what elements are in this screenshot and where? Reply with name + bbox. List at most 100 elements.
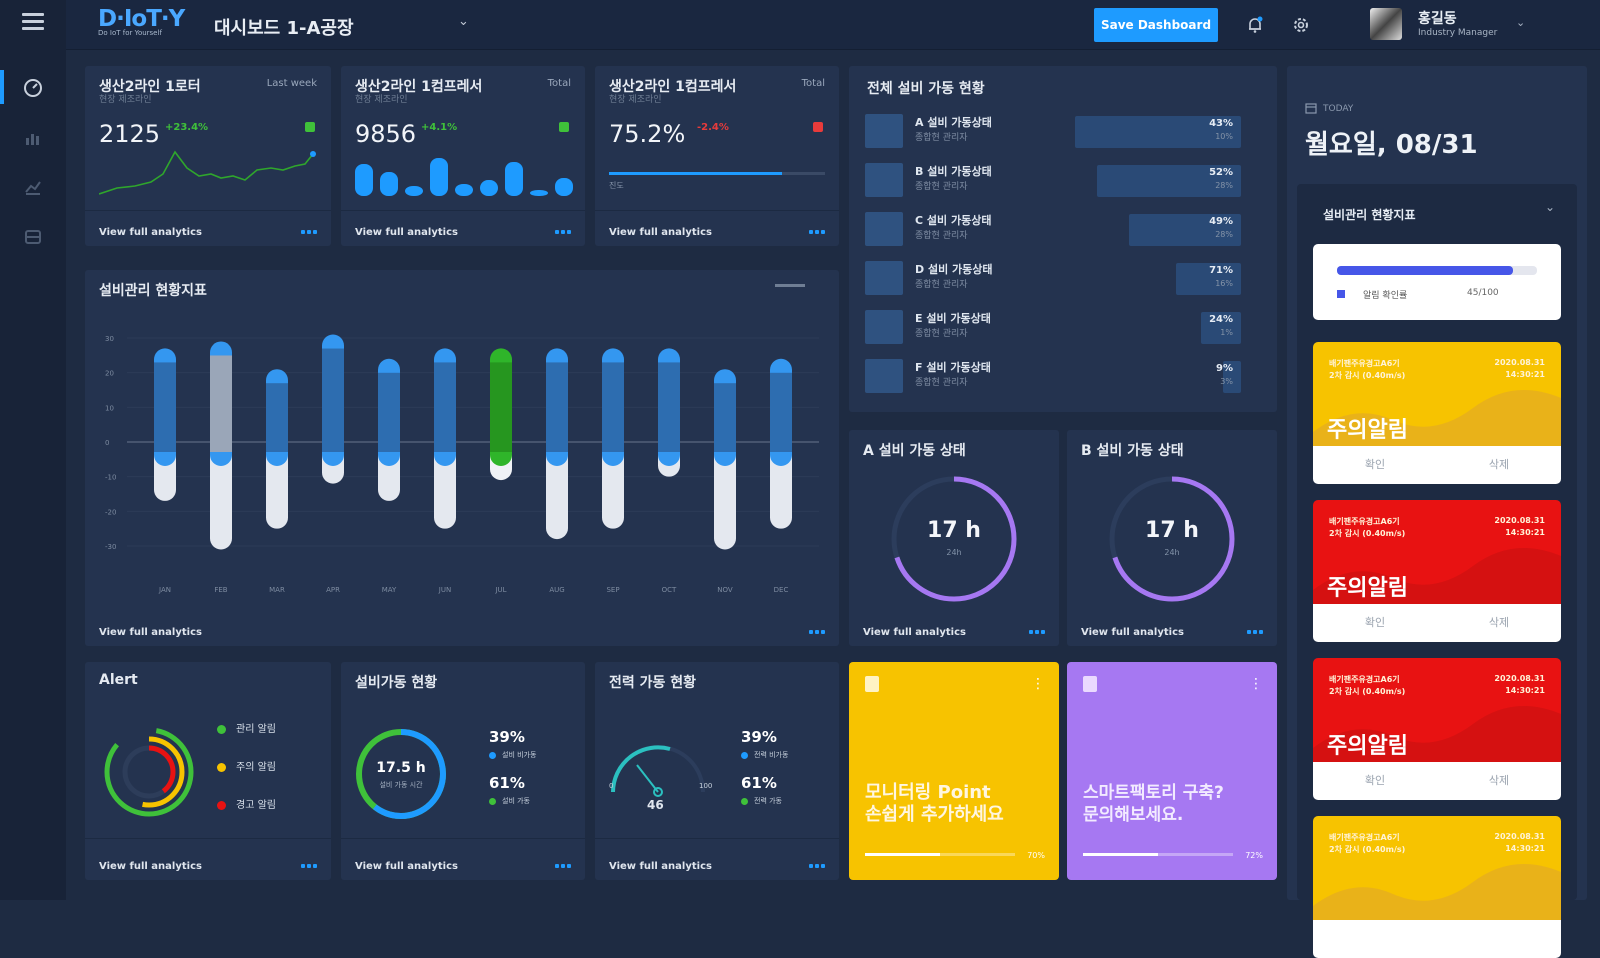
save-dashboard-button[interactable]: Save Dashboard (1094, 8, 1218, 42)
gauge-ring (1109, 476, 1235, 602)
menu-icon[interactable] (22, 13, 44, 33)
status-name: C 설비 가동상태 (915, 214, 992, 227)
alert-list-panel: 설비관리 현황지표 ⌄ 알림 확인률 45/100 배기팬주유경고A6기 2차 감… (1297, 184, 1577, 958)
kpi-change: +23.4% (165, 122, 209, 133)
bar-inner (546, 362, 568, 452)
bar-chart-icon[interactable] (20, 125, 46, 151)
alert-date: 2020.08.31 (1494, 516, 1545, 525)
promo-card-smartfactory[interactable]: ⋮ 스마트팩토리 구축? 문의해보세요. 72% (1067, 662, 1277, 880)
dashboard-title[interactable]: 대시보드 1-A공장 (214, 18, 354, 39)
more-icon[interactable] (301, 230, 317, 234)
card-title: B 설비 가동 상태 (1081, 443, 1184, 459)
promo-text: 모니터링 Point 손쉽게 추가하세요 (865, 782, 1004, 825)
mini-bar (405, 186, 423, 196)
more-icon[interactable] (555, 864, 571, 868)
logo[interactable]: D·IoT·Y Do IoT for Yourself (98, 6, 185, 37)
alert-date: 2020.08.31 (1494, 832, 1545, 841)
view-analytics-link[interactable]: View full analytics (863, 627, 966, 638)
delete-button[interactable] (1437, 920, 1561, 958)
divider (341, 838, 585, 839)
status-row[interactable]: D 설비 가동상태 종합현 관리자 71% 16% (865, 257, 1249, 295)
kpi-value: 2125 (99, 120, 161, 148)
confirm-button[interactable]: 확인 (1313, 446, 1437, 484)
card-tag: Last week (266, 78, 317, 89)
confirm-button[interactable]: 확인 (1313, 762, 1437, 800)
view-analytics-link[interactable]: View full analytics (609, 227, 712, 238)
more-icon[interactable] (1247, 630, 1263, 634)
alert-notification[interactable]: 배기팬주유경고A6기 2차 감시 (0.40m/s) 2020.08.31 14:30… (1313, 658, 1561, 800)
more-icon[interactable] (809, 864, 825, 868)
delete-button[interactable]: 삭제 (1437, 762, 1561, 800)
chevron-down-icon[interactable]: ⌄ (1544, 200, 1555, 214)
status-row[interactable]: F 설비 가동상태 종합현 관리자 9% 3% (865, 355, 1249, 393)
legend-dot (741, 751, 748, 759)
view-analytics-link[interactable]: View full analytics (99, 227, 202, 238)
line-chart-icon[interactable] (20, 174, 46, 200)
sidebar (0, 0, 66, 900)
mini-bar (480, 180, 498, 196)
confirm-button[interactable]: 확인 (1313, 604, 1437, 642)
y-tick-label: 20 (105, 370, 114, 378)
mini-bar (555, 178, 573, 196)
more-icon[interactable] (809, 630, 825, 634)
equipment-thumb (865, 261, 903, 295)
alert-notification[interactable]: 배기팬주유경고A6기 2차 감시 (0.40m/s) 2020.08.31 14:30… (1313, 500, 1561, 642)
mini-bar (530, 190, 548, 196)
more-icon[interactable] (809, 230, 825, 234)
delete-button[interactable]: 삭제 (1437, 604, 1561, 642)
delete-button[interactable]: 삭제 (1437, 446, 1561, 484)
confirm-button[interactable] (1313, 920, 1437, 958)
x-tick-label: MAY (382, 586, 397, 594)
status-row[interactable]: E 설비 가동상태 종합현 관리자 24% 1% (865, 306, 1249, 344)
promo-card-monitoring[interactable]: ⋮ 모니터링 Point 손쉽게 추가하세요 70% (849, 662, 1059, 880)
x-tick-label: NOV (717, 586, 733, 594)
alert-line: 배기팬주유경고A6기 (1329, 517, 1400, 526)
alert-body: 배기팬주유경고A6기 2차 감시 (0.40m/s) 2020.08.31 14:30… (1313, 816, 1561, 920)
status-row[interactable]: B 설비 가동상태 종합현 관리자 52% 28% (865, 159, 1249, 197)
alert-notification[interactable]: 배기팬주유경고A6기 2차 감시 (0.40m/s) 2020.08.31 14:30… (1313, 816, 1561, 958)
user-name[interactable]: 홍길동 (1418, 11, 1457, 27)
chevron-down-icon[interactable]: ⌄ (1516, 16, 1526, 29)
bar-inner (434, 362, 456, 452)
kebab-menu-icon[interactable]: ⋮ (1031, 676, 1045, 692)
status-row[interactable]: C 설비 가동상태 종합현 관리자 49% 28% (865, 208, 1249, 246)
view-analytics-link[interactable]: View full analytics (99, 627, 202, 638)
bar-inner (602, 362, 624, 452)
right-panel: TODAY 월요일, 08/31 설비관리 현황지표 ⌄ 알림 확인률 45/1… (1287, 66, 1587, 958)
promo-progress-fill (1083, 853, 1158, 856)
view-analytics-link[interactable]: View full analytics (355, 861, 458, 872)
gear-icon[interactable] (1292, 16, 1310, 38)
power-card: 전력 가동 현황 0 100 46 39% 전력 비가동 61% 전력 가동 V… (595, 662, 839, 880)
status-row[interactable]: A 설비 가동상태 종합현 관리자 43% 10% (865, 110, 1249, 148)
legend-dot (217, 800, 226, 810)
logo-text: D·IoT·Y (98, 6, 185, 32)
alert-notification[interactable]: 배기팬주유경고A6기 2차 감시 (0.40m/s) 2020.08.31 14:30… (1313, 342, 1561, 484)
progress-fill (1337, 266, 1513, 275)
sparkline (99, 150, 316, 195)
view-analytics-link[interactable]: View full analytics (355, 227, 458, 238)
avatar[interactable] (1370, 8, 1402, 40)
chevron-down-icon[interactable]: ⌄ (458, 14, 469, 29)
more-icon[interactable] (1029, 630, 1045, 634)
kebab-menu-icon[interactable]: ⋮ (1249, 676, 1263, 692)
more-icon[interactable] (301, 864, 317, 868)
more-icon[interactable] (555, 230, 571, 234)
bar-inner (658, 362, 680, 452)
x-tick-label: AUG (549, 586, 564, 594)
dashboard-icon[interactable] (20, 75, 46, 101)
storage-icon[interactable] (20, 224, 46, 250)
view-analytics-link[interactable]: View full analytics (1081, 627, 1184, 638)
chart-menu-icon[interactable] (775, 284, 805, 287)
promo-text: 스마트팩토리 구축? 문의해보세요. (1083, 783, 1224, 825)
gauge-card-a: A 설비 가동 상태 17 h 24h View full analytics (849, 430, 1059, 646)
view-analytics-link[interactable]: View full analytics (99, 861, 202, 872)
progress-track (1337, 266, 1537, 275)
bell-icon[interactable] (1246, 16, 1264, 38)
status-bar (1129, 214, 1241, 246)
x-tick-label: JUL (494, 586, 506, 594)
progress-fill (609, 172, 782, 175)
legend-dot (489, 797, 496, 805)
stat-label: 설비 가동 (489, 796, 530, 806)
view-analytics-link[interactable]: View full analytics (609, 861, 712, 872)
logo-subtext: Do IoT for Yourself (98, 29, 162, 37)
